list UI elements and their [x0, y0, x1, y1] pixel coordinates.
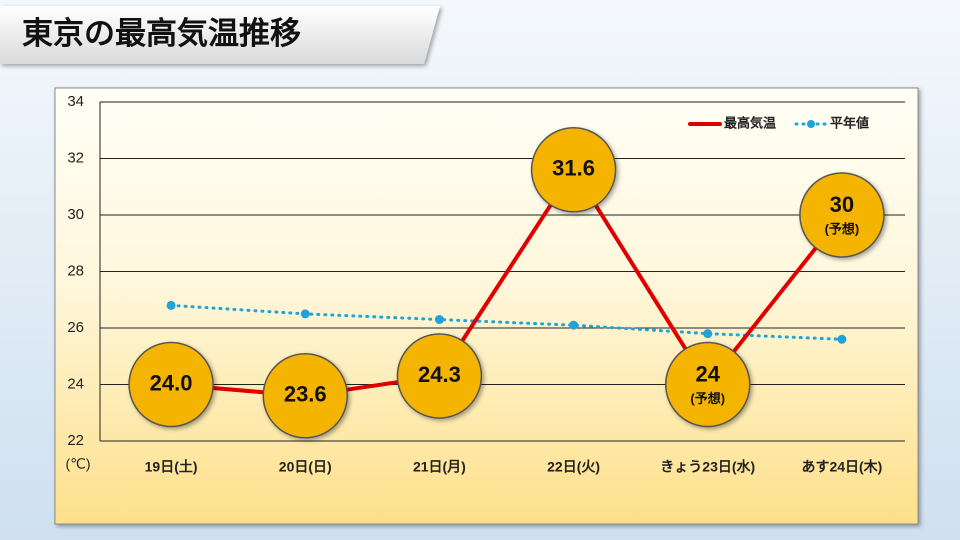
value-label: 30 [830, 192, 854, 217]
y-tick-label: 26 [67, 319, 84, 336]
y-tick-label: 24 [67, 375, 84, 392]
point [434, 315, 444, 325]
title-banner [0, 6, 440, 64]
value-note: (予想) [825, 221, 860, 236]
x-tick-label: 19日(土) [145, 459, 198, 475]
value-bubble [128, 341, 214, 428]
legend-swatch-dot [807, 120, 816, 128]
point [166, 300, 176, 310]
value-label: 23.6 [284, 382, 327, 407]
value-label: 24.3 [418, 362, 461, 387]
x-tick-label: 20日(日) [279, 459, 332, 475]
x-tick-label: 22日(火) [547, 459, 600, 475]
chart-title: 東京の最高気温推移 [22, 16, 301, 51]
value-bubble [665, 341, 751, 428]
y-unit-label: (℃) [65, 456, 90, 472]
value-note: (予想) [690, 391, 725, 406]
value-bubble [799, 172, 885, 258]
point [300, 309, 310, 319]
point [837, 334, 847, 344]
y-tick-label: 28 [67, 262, 84, 279]
x-tick-label: きょう23日(水) [660, 459, 755, 475]
y-tick-label: 34 [67, 93, 84, 110]
legend-label: 平年値 [830, 115, 869, 130]
value-label: 24.0 [150, 370, 193, 395]
x-tick-label: あす24日(木) [801, 459, 882, 475]
value-label: 31.6 [552, 156, 595, 181]
y-tick-label: 22 [67, 432, 84, 449]
value-bubble [530, 127, 617, 213]
series-line [169, 303, 844, 341]
x-tick-label: 21日(月) [413, 459, 466, 475]
point [703, 329, 713, 339]
y-tick-label: 32 [67, 149, 84, 166]
legend-label: 最高気温 [724, 115, 776, 130]
value-label: 24 [696, 361, 721, 386]
point [569, 320, 579, 330]
y-tick-label: 30 [67, 206, 84, 223]
value-bubble [396, 333, 483, 419]
value-bubble [262, 353, 348, 439]
